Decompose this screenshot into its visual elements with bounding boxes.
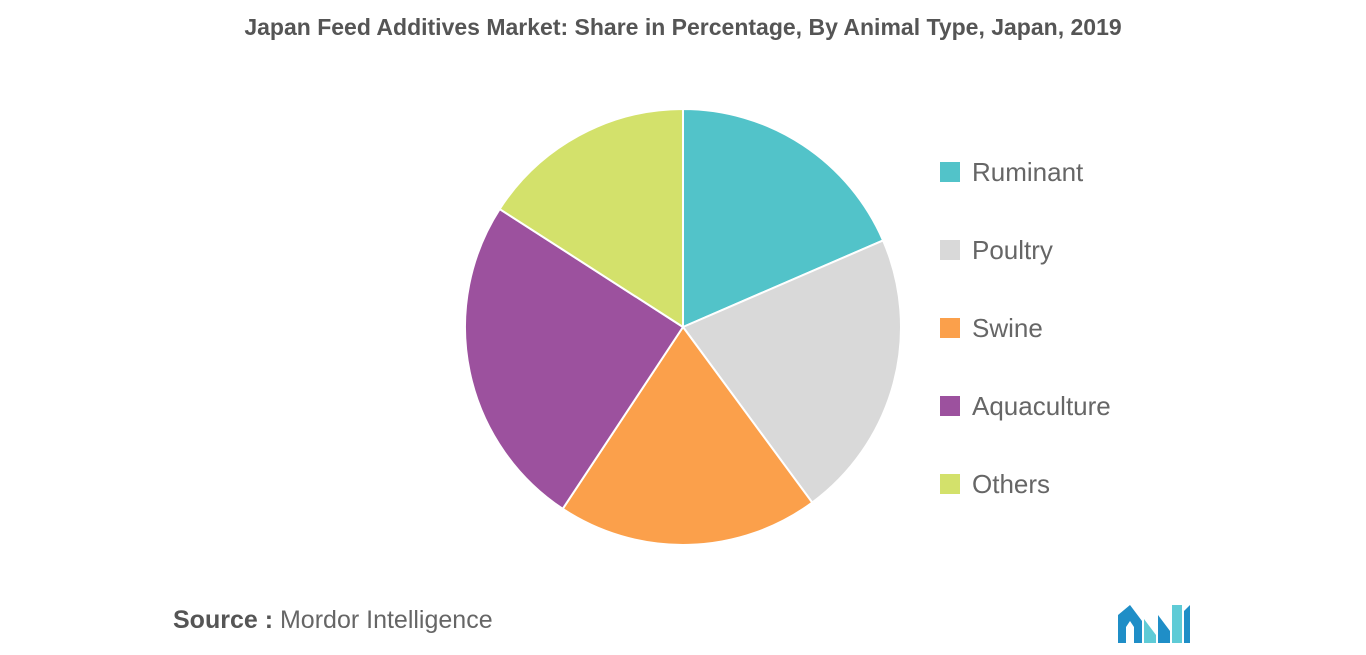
legend-label: Ruminant	[972, 156, 1084, 187]
logo-shape-4	[1172, 605, 1182, 643]
legend-item-aquaculture: Aquaculture	[940, 386, 1111, 426]
legend-label: Aquaculture	[972, 390, 1111, 421]
logo-shape-1	[1118, 605, 1142, 643]
logo-shape-2	[1144, 619, 1156, 643]
legend-swatch	[940, 474, 960, 494]
source-prefix: Source :	[173, 606, 274, 634]
legend-label: Poultry	[972, 234, 1053, 265]
logo-shape-3	[1158, 615, 1170, 643]
pie-slice-others	[498, 107, 684, 329]
legend: Ruminant Poultry Swine Aquaculture Others	[940, 152, 1111, 542]
pie-slice-aquaculture	[464, 207, 685, 511]
source-text: Mordor Intelligence	[279, 606, 493, 634]
mordor-intelligence-logo-icon	[1118, 605, 1190, 643]
legend-label: Others	[972, 468, 1051, 499]
legend-item-swine: Swine	[940, 308, 1111, 348]
legend-item-poultry: Poultry	[940, 230, 1111, 270]
legend-item-others: Others	[940, 464, 1111, 504]
pie-slice-swine	[561, 325, 814, 546]
legend-swatch	[940, 240, 960, 260]
legend-swatch	[940, 318, 960, 338]
logo-shape-5	[1184, 605, 1190, 643]
legend-label: Swine	[972, 312, 1043, 343]
pie-slice-poultry	[681, 239, 902, 504]
chart-title: Japan Feed Additives Market: Share in Pe…	[244, 14, 1122, 40]
pie-slice-ruminant	[682, 107, 885, 329]
legend-swatch	[940, 396, 960, 416]
legend-item-ruminant: Ruminant	[940, 152, 1111, 192]
legend-swatch	[940, 162, 960, 182]
source-note: Source : Mordor Intelligence	[173, 606, 493, 635]
